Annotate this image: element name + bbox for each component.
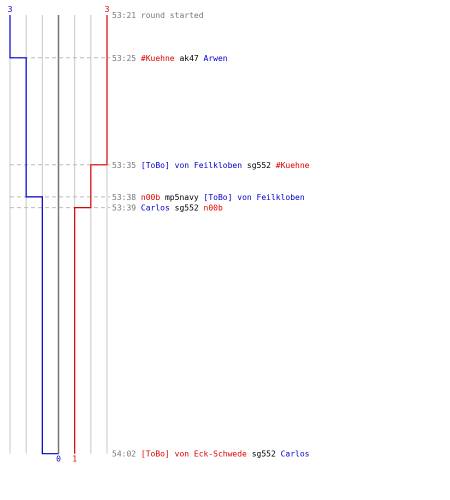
event-log-entry: 53:35 [ToBo] von Feilkloben sg552 #Kuehn… [112, 161, 310, 170]
event-log-entry: 54:02 [ToBo] von Eck-Schwede sg552 Carlo… [112, 450, 310, 459]
blue-player-name: Carlos [141, 204, 170, 213]
red-team-step-line [74, 15, 108, 454]
red-start-count-label: 3 [105, 5, 110, 14]
blue-player-name: [ToBo] von Feilkloben [141, 161, 242, 170]
event-weapon: sg552 [170, 204, 204, 213]
red-player-name: n00b [141, 193, 160, 202]
event-time: 54:02 [112, 450, 141, 459]
event-time: 53:39 [112, 204, 141, 213]
event-time: 53:21 [112, 11, 141, 20]
event-weapon: ak47 [175, 54, 204, 63]
event-weapon: sg552 [242, 161, 276, 170]
blue-start-count-label: 3 [8, 5, 13, 14]
red-player-name: #Kuehne [276, 161, 310, 170]
blue-player-name: Carlos [281, 450, 310, 459]
blue-player-name: [ToBo] von Feilkloben [204, 193, 305, 202]
event-log-entry: 53:21 round started [112, 11, 204, 20]
event-log-entry: 53:39 Carlos sg552 n00b [112, 204, 223, 213]
red-end-count-label: 1 [72, 455, 77, 464]
blue-end-count-label: 0 [56, 455, 61, 464]
red-player-name: #Kuehne [141, 54, 175, 63]
event-log-entry: 53:38 n00b mp5navy [ToBo] von Feilkloben [112, 193, 305, 202]
event-weapon: mp5navy [160, 193, 203, 202]
event-time: 53:38 [112, 193, 141, 202]
event-time: 53:35 [112, 161, 141, 170]
blue-player-name: Arwen [204, 54, 228, 63]
event-weapon: sg552 [247, 450, 281, 459]
red-player-name: [ToBo] von Eck-Schwede [141, 450, 247, 459]
blue-team-step-line [9, 15, 59, 455]
event-weapon: round started [141, 11, 204, 20]
event-log-entry: 53:25 #Kuehne ak47 Arwen [112, 54, 228, 63]
red-player-name: n00b [204, 204, 223, 213]
event-time: 53:25 [112, 54, 141, 63]
